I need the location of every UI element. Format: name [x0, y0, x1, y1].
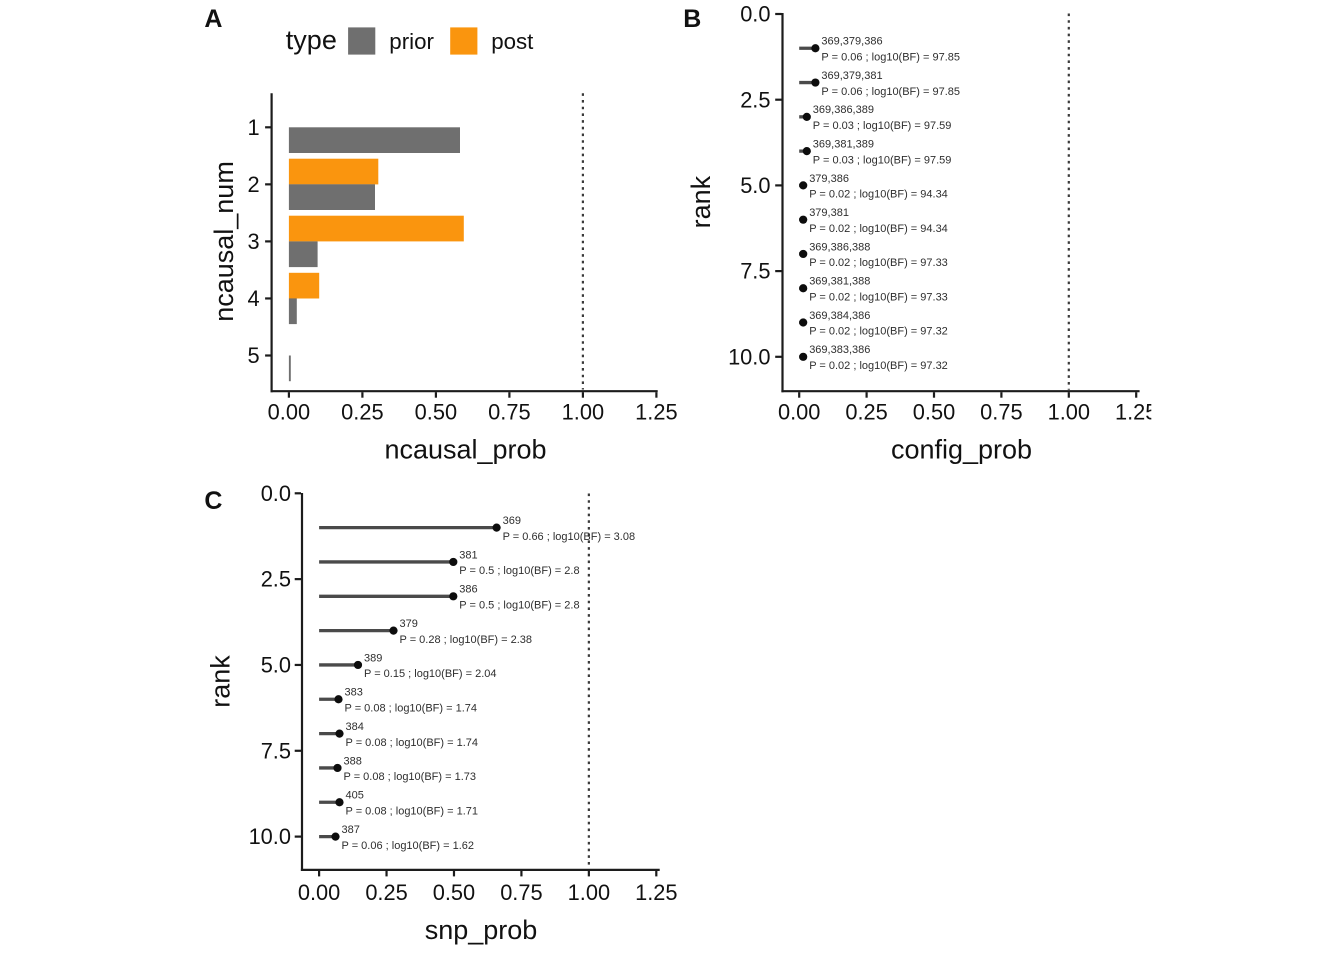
- svg-text:369,379,381: 369,379,381: [821, 70, 882, 82]
- svg-text:0.25: 0.25: [365, 880, 407, 905]
- svg-text:0.75: 0.75: [980, 400, 1022, 425]
- svg-text:P = 0.08 ; log10(BF) = 1.73: P = 0.08 ; log10(BF) = 1.73: [344, 771, 477, 783]
- svg-text:B: B: [683, 5, 701, 33]
- svg-text:P = 0.02 ; log10(BF) = 94.34: P = 0.02 ; log10(BF) = 94.34: [809, 189, 948, 201]
- svg-text:ncausal_num: ncausal_num: [209, 161, 239, 322]
- svg-text:383: 383: [345, 687, 363, 699]
- svg-text:369,386,389: 369,386,389: [813, 104, 874, 116]
- svg-text:P = 0.02 ; log10(BF) = 97.33: P = 0.02 ; log10(BF) = 97.33: [809, 257, 948, 269]
- svg-text:369,386,388: 369,386,388: [809, 241, 870, 253]
- svg-text:3: 3: [247, 229, 259, 254]
- svg-text:type: type: [286, 25, 337, 55]
- svg-text:P = 0.03 ; log10(BF) = 97.59: P = 0.03 ; log10(BF) = 97.59: [813, 154, 952, 166]
- svg-text:P = 0.06 ; log10(BF) = 1.62: P = 0.06 ; log10(BF) = 1.62: [342, 840, 475, 852]
- svg-text:369,383,386: 369,383,386: [809, 344, 870, 356]
- svg-text:379,381: 379,381: [809, 207, 849, 219]
- svg-text:1.00: 1.00: [562, 400, 604, 425]
- svg-text:rank: rank: [686, 175, 716, 228]
- svg-text:369: 369: [503, 515, 521, 527]
- svg-text:0.25: 0.25: [845, 400, 887, 425]
- svg-text:0.00: 0.00: [268, 400, 310, 425]
- svg-text:C: C: [204, 487, 222, 515]
- svg-text:5.0: 5.0: [740, 173, 770, 198]
- svg-text:1.00: 1.00: [1048, 400, 1090, 425]
- svg-text:1.25: 1.25: [635, 400, 677, 425]
- svg-text:0.0: 0.0: [740, 2, 770, 27]
- svg-text:1.00: 1.00: [568, 880, 610, 905]
- svg-text:config_prob: config_prob: [891, 434, 1032, 464]
- svg-text:2: 2: [247, 172, 259, 197]
- svg-text:0.50: 0.50: [913, 400, 955, 425]
- svg-text:0.50: 0.50: [433, 880, 475, 905]
- svg-text:379: 379: [400, 618, 418, 630]
- svg-text:1: 1: [247, 115, 259, 140]
- svg-text:rank: rank: [206, 655, 236, 708]
- svg-text:4: 4: [247, 286, 259, 311]
- svg-text:P = 0.28 ; log10(BF) = 2.38: P = 0.28 ; log10(BF) = 2.38: [400, 634, 533, 646]
- svg-text:A: A: [204, 5, 222, 33]
- svg-text:P = 0.5 ; log10(BF) = 2.8: P = 0.5 ; log10(BF) = 2.8: [459, 565, 579, 577]
- svg-text:0.00: 0.00: [778, 400, 820, 425]
- svg-text:prior: prior: [389, 29, 434, 54]
- svg-text:386: 386: [459, 584, 477, 596]
- svg-text:405: 405: [346, 790, 364, 802]
- svg-text:369,384,386: 369,384,386: [809, 310, 870, 322]
- svg-text:1.25: 1.25: [635, 880, 677, 905]
- svg-text:P = 0.08 ; log10(BF) = 1.74: P = 0.08 ; log10(BF) = 1.74: [345, 702, 478, 714]
- svg-text:10.0: 10.0: [249, 824, 291, 849]
- svg-text:2.5: 2.5: [261, 567, 291, 592]
- svg-text:7.5: 7.5: [261, 738, 291, 763]
- svg-text:post: post: [491, 29, 534, 54]
- svg-text:P = 0.08 ; log10(BF) = 1.71: P = 0.08 ; log10(BF) = 1.71: [346, 805, 479, 817]
- svg-text:369,381,389: 369,381,389: [813, 139, 874, 151]
- svg-text:0.75: 0.75: [488, 400, 530, 425]
- svg-text:379,386: 379,386: [809, 173, 849, 185]
- svg-text:369,381,388: 369,381,388: [809, 276, 870, 288]
- svg-text:P = 0.02 ; log10(BF) = 97.32: P = 0.02 ; log10(BF) = 97.32: [809, 326, 948, 338]
- svg-text:P = 0.02 ; log10(BF) = 97.32: P = 0.02 ; log10(BF) = 97.32: [809, 360, 948, 372]
- svg-text:381: 381: [459, 549, 477, 561]
- svg-text:P = 0.06 ; log10(BF) = 97.85: P = 0.06 ; log10(BF) = 97.85: [821, 51, 960, 63]
- svg-text:0.0: 0.0: [261, 481, 291, 506]
- svg-text:10.0: 10.0: [728, 344, 770, 369]
- svg-text:0.75: 0.75: [500, 880, 542, 905]
- svg-text:P = 0.66 ; log10(BF) = 3.08: P = 0.66 ; log10(BF) = 3.08: [503, 531, 635, 543]
- svg-text:P = 0.02 ; log10(BF) = 97.33: P = 0.02 ; log10(BF) = 97.33: [809, 291, 948, 303]
- svg-text:384: 384: [346, 721, 364, 733]
- svg-text:389: 389: [364, 652, 382, 664]
- svg-text:5.0: 5.0: [261, 653, 291, 678]
- svg-text:5: 5: [247, 343, 259, 368]
- svg-text:1.25: 1.25: [1115, 400, 1157, 425]
- svg-text:P = 0.03 ; log10(BF) = 97.59: P = 0.03 ; log10(BF) = 97.59: [813, 120, 952, 132]
- svg-text:0.25: 0.25: [341, 400, 383, 425]
- svg-text:7.5: 7.5: [740, 259, 770, 284]
- svg-text:P = 0.15 ; log10(BF) = 2.04: P = 0.15 ; log10(BF) = 2.04: [364, 668, 497, 680]
- svg-text:snp_prob: snp_prob: [425, 915, 538, 945]
- svg-text:369,379,386: 369,379,386: [821, 36, 882, 48]
- svg-text:P = 0.02 ; log10(BF) = 94.34: P = 0.02 ; log10(BF) = 94.34: [809, 223, 948, 235]
- svg-text:P = 0.5 ; log10(BF) = 2.8: P = 0.5 ; log10(BF) = 2.8: [459, 599, 579, 611]
- svg-text:ncausal_prob: ncausal_prob: [384, 435, 546, 465]
- svg-text:2.5: 2.5: [740, 87, 770, 112]
- svg-text:0.50: 0.50: [415, 400, 457, 425]
- svg-text:P = 0.06 ; log10(BF) = 97.85: P = 0.06 ; log10(BF) = 97.85: [821, 86, 960, 98]
- svg-text:P = 0.08 ; log10(BF) = 1.74: P = 0.08 ; log10(BF) = 1.74: [346, 737, 479, 749]
- svg-text:388: 388: [344, 755, 362, 767]
- svg-text:387: 387: [342, 824, 360, 836]
- svg-text:0.00: 0.00: [298, 880, 340, 905]
